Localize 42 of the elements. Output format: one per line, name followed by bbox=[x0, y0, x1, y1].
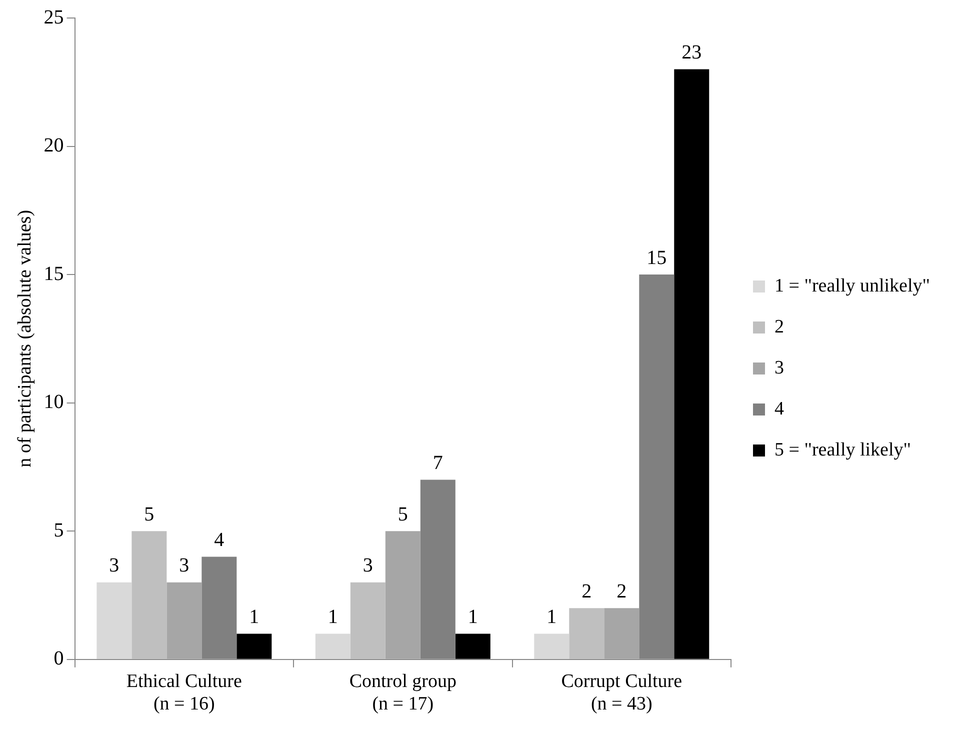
data-label: 7 bbox=[432, 452, 443, 474]
x-tick-label: Corrupt Culture (n = 43) bbox=[561, 670, 682, 715]
bar bbox=[315, 634, 350, 659]
legend-label: 3 bbox=[774, 357, 784, 378]
data-label: 1 bbox=[328, 606, 338, 628]
data-label: 4 bbox=[214, 529, 224, 552]
y-tick-label: 15 bbox=[44, 262, 64, 285]
bar bbox=[236, 634, 272, 659]
data-label: 1 bbox=[468, 606, 478, 628]
y-axis-title: n of participants (absolute values) bbox=[14, 210, 36, 468]
legend-label: 2 bbox=[774, 316, 784, 338]
bar bbox=[569, 608, 604, 659]
data-label: 5 bbox=[398, 503, 408, 526]
bar bbox=[674, 69, 710, 659]
bar bbox=[96, 582, 132, 659]
bar bbox=[132, 531, 167, 659]
bar bbox=[455, 634, 490, 659]
y-tick-label: 20 bbox=[44, 134, 64, 157]
data-label: 15 bbox=[646, 246, 667, 269]
x-tick-label: Control group (n = 17) bbox=[349, 670, 456, 715]
data-label: 1 bbox=[546, 606, 557, 628]
bar bbox=[534, 634, 570, 659]
legend-label: 4 bbox=[774, 398, 784, 420]
y-tick-label: 5 bbox=[54, 519, 64, 542]
bar bbox=[166, 582, 202, 659]
y-tick-label: 10 bbox=[44, 391, 64, 414]
data-label: 3 bbox=[362, 554, 373, 577]
bar bbox=[350, 582, 386, 659]
legend-label: 5 = "really likely" bbox=[774, 439, 911, 460]
bar bbox=[604, 608, 640, 659]
y-tick-label: 25 bbox=[44, 6, 64, 28]
data-label: 23 bbox=[682, 42, 702, 64]
data-label: 5 bbox=[144, 503, 154, 526]
data-label: 1 bbox=[249, 606, 260, 628]
x-tick-label: Ethical Culture (n = 16) bbox=[126, 670, 242, 715]
data-label: 3 bbox=[179, 554, 190, 577]
legend-label: 1 = "really unlikely" bbox=[774, 275, 930, 296]
bar bbox=[385, 531, 420, 659]
data-label: 2 bbox=[616, 580, 627, 602]
data-label: 2 bbox=[582, 580, 592, 602]
data-label: 3 bbox=[109, 554, 120, 577]
y-tick-label: 0 bbox=[54, 648, 64, 670]
